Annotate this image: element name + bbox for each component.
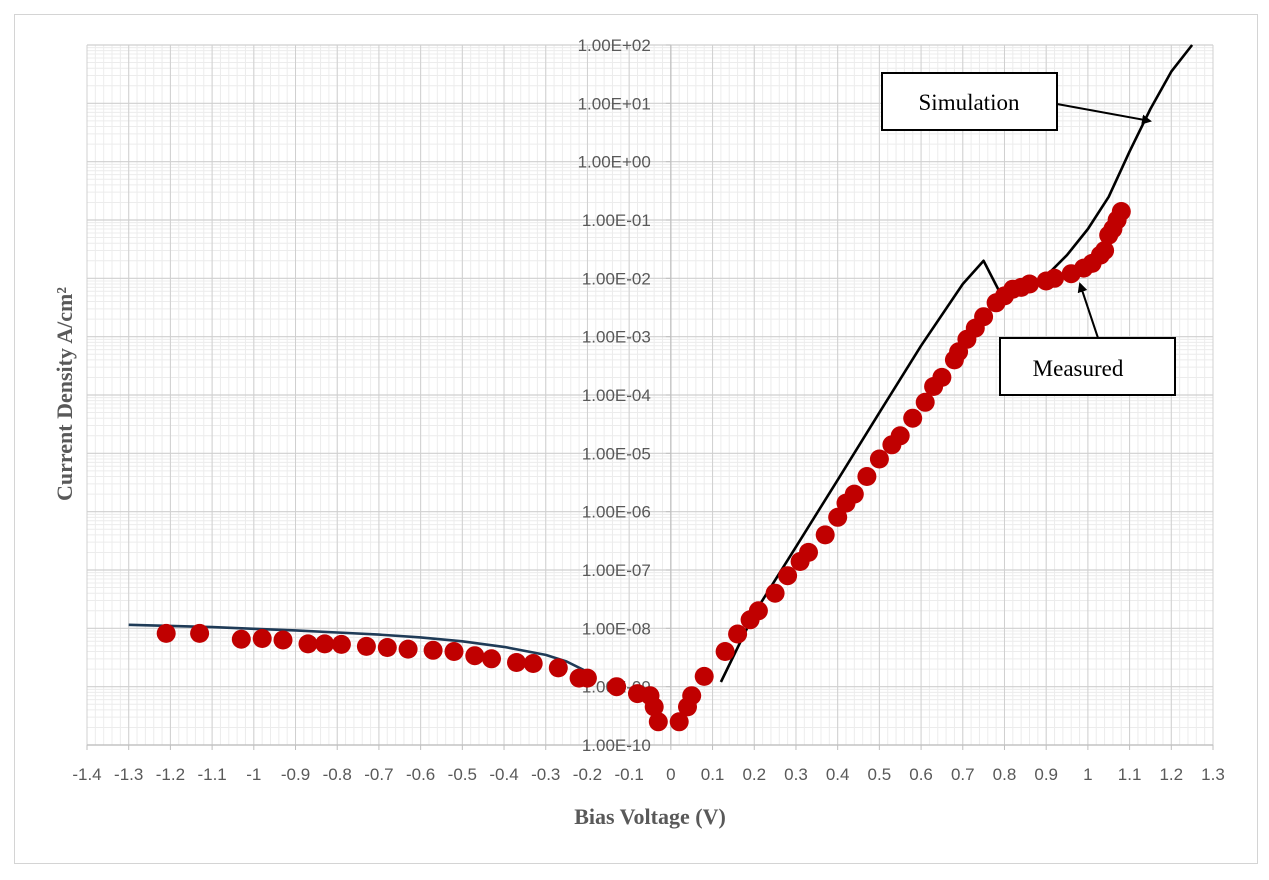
measured-point <box>974 307 994 327</box>
simulation-reverse-line <box>128 623 588 673</box>
measured-point <box>694 666 714 686</box>
measured-point <box>231 629 251 649</box>
measured-point <box>398 639 418 659</box>
x-tick-label: 0.3 <box>784 765 808 784</box>
measured-point <box>156 623 176 643</box>
y-tick-label: 1.00E-10 <box>582 736 651 755</box>
x-tick-label: 1.1 <box>1118 765 1142 784</box>
x-tick-label: -1.1 <box>197 765 226 784</box>
simulation-callout-label: Simulation <box>919 90 1020 115</box>
measured-point <box>844 484 864 504</box>
measured-point <box>748 601 768 621</box>
callouts: Simulation Measured <box>881 72 1176 396</box>
x-tick-label: -1.3 <box>114 765 143 784</box>
measured-arrow <box>1077 282 1099 339</box>
measured-point <box>857 467 877 486</box>
y-tick-label: 1.00E-01 <box>582 211 651 230</box>
measured-point <box>1111 202 1131 221</box>
measured-point <box>444 642 464 661</box>
measured-point <box>356 636 376 656</box>
x-tick-label: 1 <box>1083 765 1092 784</box>
measured-point <box>715 642 735 661</box>
x-tick-label: 1.2 <box>1159 765 1183 784</box>
x-tick-label: 0.8 <box>993 765 1017 784</box>
y-tick-label: 1.00E-06 <box>582 503 651 522</box>
measured-callout-box <box>999 337 1176 396</box>
y-tick-label: 1.00E+01 <box>578 94 651 113</box>
measured-point <box>932 367 952 387</box>
x-axis-title: Bias Voltage (V) <box>574 804 726 829</box>
measured-point <box>423 640 443 660</box>
x-tick-label: -0.3 <box>531 765 560 784</box>
measured-point <box>728 624 748 644</box>
measured-point <box>252 629 272 648</box>
measured-callout-label: Measured <box>1033 356 1124 381</box>
measured-point <box>648 712 668 732</box>
x-tick-label: -1.2 <box>156 765 185 784</box>
x-tick-label: -0.1 <box>614 765 643 784</box>
measured-point <box>273 630 293 650</box>
measured-point <box>1095 241 1115 260</box>
x-tick-label: 1.3 <box>1201 765 1225 784</box>
x-tick-label: -0.7 <box>364 765 393 784</box>
y-axis-title: Current Density A/cm² <box>52 287 77 501</box>
measured-point <box>377 638 397 657</box>
x-tick-label: 0 <box>666 765 675 784</box>
x-tick-label: 0.1 <box>701 765 725 784</box>
measured-point <box>1045 268 1064 288</box>
measured-point <box>1020 274 1039 294</box>
axes: -1.4 -1.3 -1.2 -1.1 -1 -0.9 -0.8 -0.7 -0.6 -0.5 -0… <box>72 36 1224 784</box>
measured-point <box>577 668 597 688</box>
measured-point <box>890 426 910 446</box>
x-tick-label: -0.8 <box>323 765 352 784</box>
x-tick-label: 0.4 <box>826 765 850 784</box>
x-tick-label: -0.4 <box>489 765 518 784</box>
x-tick-label: 0.2 <box>742 765 766 784</box>
measured-point <box>682 686 702 706</box>
measured-point <box>815 525 835 545</box>
measured-point <box>507 653 526 672</box>
chart-frame <box>14 14 1258 864</box>
x-tick-label: -1.4 <box>72 765 101 784</box>
simulation-arrow <box>1056 103 1152 125</box>
measured-point <box>607 677 627 697</box>
measured-point <box>548 658 568 678</box>
measured-point <box>669 712 689 732</box>
measured-point <box>869 449 889 469</box>
measured-point <box>315 634 335 654</box>
y-tick-label: 1.00E-04 <box>582 386 651 405</box>
measured-point <box>298 634 318 654</box>
x-tick-label: -0.6 <box>406 765 435 784</box>
simulation-callout-box <box>881 72 1058 131</box>
measured-point <box>915 392 935 412</box>
x-tick-label: 0.7 <box>951 765 975 784</box>
y-tick-label: 1.00E-07 <box>582 561 651 580</box>
measured-point <box>190 623 210 643</box>
x-tick-label: -0.2 <box>573 765 602 784</box>
x-tick-label: -1 <box>246 765 261 784</box>
y-tick-label: 1.00E-05 <box>582 444 651 463</box>
measured-point <box>765 583 785 603</box>
x-tick-label: 0.9 <box>1034 765 1058 784</box>
y-tick-label: 1.00E-02 <box>582 269 651 288</box>
measured-point <box>523 654 543 673</box>
x-tick-label: -0.5 <box>448 765 477 784</box>
measured-point <box>778 566 798 586</box>
measured-point <box>465 646 485 666</box>
x-tick-label: 0.5 <box>868 765 892 784</box>
y-tick-label: 1.00E-08 <box>582 619 651 638</box>
y-tick-label: 1.00E+02 <box>578 36 651 55</box>
measured-point <box>331 634 351 654</box>
measured-point <box>828 507 848 527</box>
measured-point <box>482 649 501 669</box>
measured-point <box>903 408 923 428</box>
measured-point <box>799 542 818 562</box>
x-tick-label: 0.6 <box>909 765 933 784</box>
x-tick-label: -0.9 <box>281 765 310 784</box>
measured-point <box>644 697 664 717</box>
y-tick-label: 1.00E-03 <box>582 328 651 347</box>
series-layer <box>128 44 1194 732</box>
y-tick-label: 1.00E+00 <box>578 153 651 172</box>
